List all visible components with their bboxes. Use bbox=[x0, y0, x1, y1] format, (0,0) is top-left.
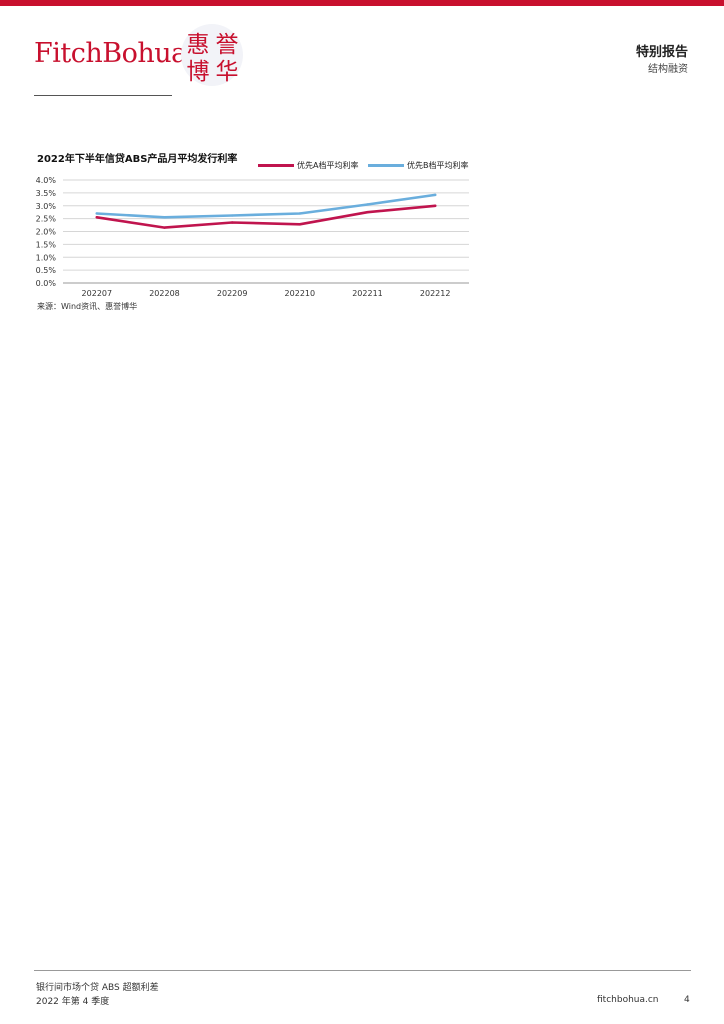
legend-item-series-a: 优先A档平均利率 bbox=[258, 160, 358, 171]
seal-char-3: 华 bbox=[216, 59, 239, 85]
series-b-point bbox=[433, 193, 437, 197]
series-line-b bbox=[95, 193, 437, 219]
seal-char-2: 博 bbox=[187, 59, 210, 85]
y-tick-label: 3.0% bbox=[36, 202, 57, 211]
series-a-point bbox=[298, 223, 302, 226]
series-a-point bbox=[163, 226, 166, 229]
source-note: 来源：Wind资讯、惠誉博华 bbox=[37, 302, 138, 311]
legend-label-series-a: 优先A档平均利率 bbox=[297, 161, 359, 170]
legend-label-series-b: 优先B档平均利率 bbox=[407, 161, 469, 170]
series-b-point bbox=[298, 212, 302, 215]
y-tick-label: 0.5% bbox=[36, 266, 57, 275]
y-tick-label: 1.5% bbox=[36, 240, 57, 249]
legend-item-series-b: 优先B档平均利率 bbox=[368, 160, 469, 171]
x-tick-label: 202208 bbox=[149, 289, 180, 298]
x-tick-label: 202210 bbox=[285, 289, 316, 298]
footer-website-link[interactable]: fitchbohua.cn bbox=[597, 995, 659, 1005]
brand-logo-text: FitchBohua bbox=[34, 38, 187, 69]
brand-seal-logo: 惠 誉 博 华 bbox=[181, 24, 243, 86]
series-b-point bbox=[366, 203, 369, 206]
legend-swatch-series-a bbox=[258, 164, 294, 167]
y-tick-label: 1.0% bbox=[36, 253, 57, 262]
series-a-point bbox=[433, 204, 437, 207]
line-chart: 0.0% 0.5% 1.0% 1.5% 2.0% 2.5% 3.0% 3.5% 4.0% 2022… bbox=[36, 176, 469, 298]
series-a-point bbox=[366, 210, 369, 214]
y-tick-label: 4.0% bbox=[36, 176, 57, 185]
legend-swatch-series-b bbox=[368, 164, 404, 167]
seal-char-0: 惠 bbox=[187, 32, 210, 58]
footer-report-info: 银行间市场个贷 ABS 超额利差 2022 年第 4 季度 bbox=[36, 981, 159, 1009]
report-type-title: 特别报告 bbox=[635, 45, 688, 60]
series-b-point bbox=[163, 216, 166, 219]
footer-report-name: 银行间市场个贷 ABS 超额利差 bbox=[36, 983, 159, 993]
report-header: 特别报告 结构融资 bbox=[636, 44, 688, 78]
series-a-point bbox=[230, 221, 234, 224]
chart-title: 2022年下半年信贷ABS产品月平均发行利率 bbox=[37, 154, 238, 165]
x-tick-label: 202212 bbox=[420, 289, 451, 298]
y-tick-label: 0.0% bbox=[36, 279, 57, 288]
y-tick-label: 2.0% bbox=[36, 228, 57, 237]
x-tick-label: 202211 bbox=[352, 289, 383, 298]
series-b-point bbox=[95, 212, 99, 215]
report-category: 结构融资 bbox=[648, 64, 688, 75]
x-tick-label: 202207 bbox=[82, 289, 113, 298]
footer-divider bbox=[34, 970, 691, 971]
x-tick-label: 202209 bbox=[217, 289, 248, 298]
series-a-point bbox=[95, 216, 99, 219]
top-accent-bar bbox=[0, 0, 724, 6]
footer-report-period: 2022 年第 4 季度 bbox=[36, 997, 110, 1007]
header-divider bbox=[34, 95, 172, 96]
series-b-point bbox=[230, 214, 234, 217]
seal-char-1: 誉 bbox=[216, 32, 239, 58]
y-tick-label: 2.5% bbox=[36, 215, 57, 224]
series-line-a bbox=[95, 204, 437, 229]
y-tick-label: 3.5% bbox=[36, 189, 57, 198]
page-number: 4 bbox=[684, 995, 690, 1005]
